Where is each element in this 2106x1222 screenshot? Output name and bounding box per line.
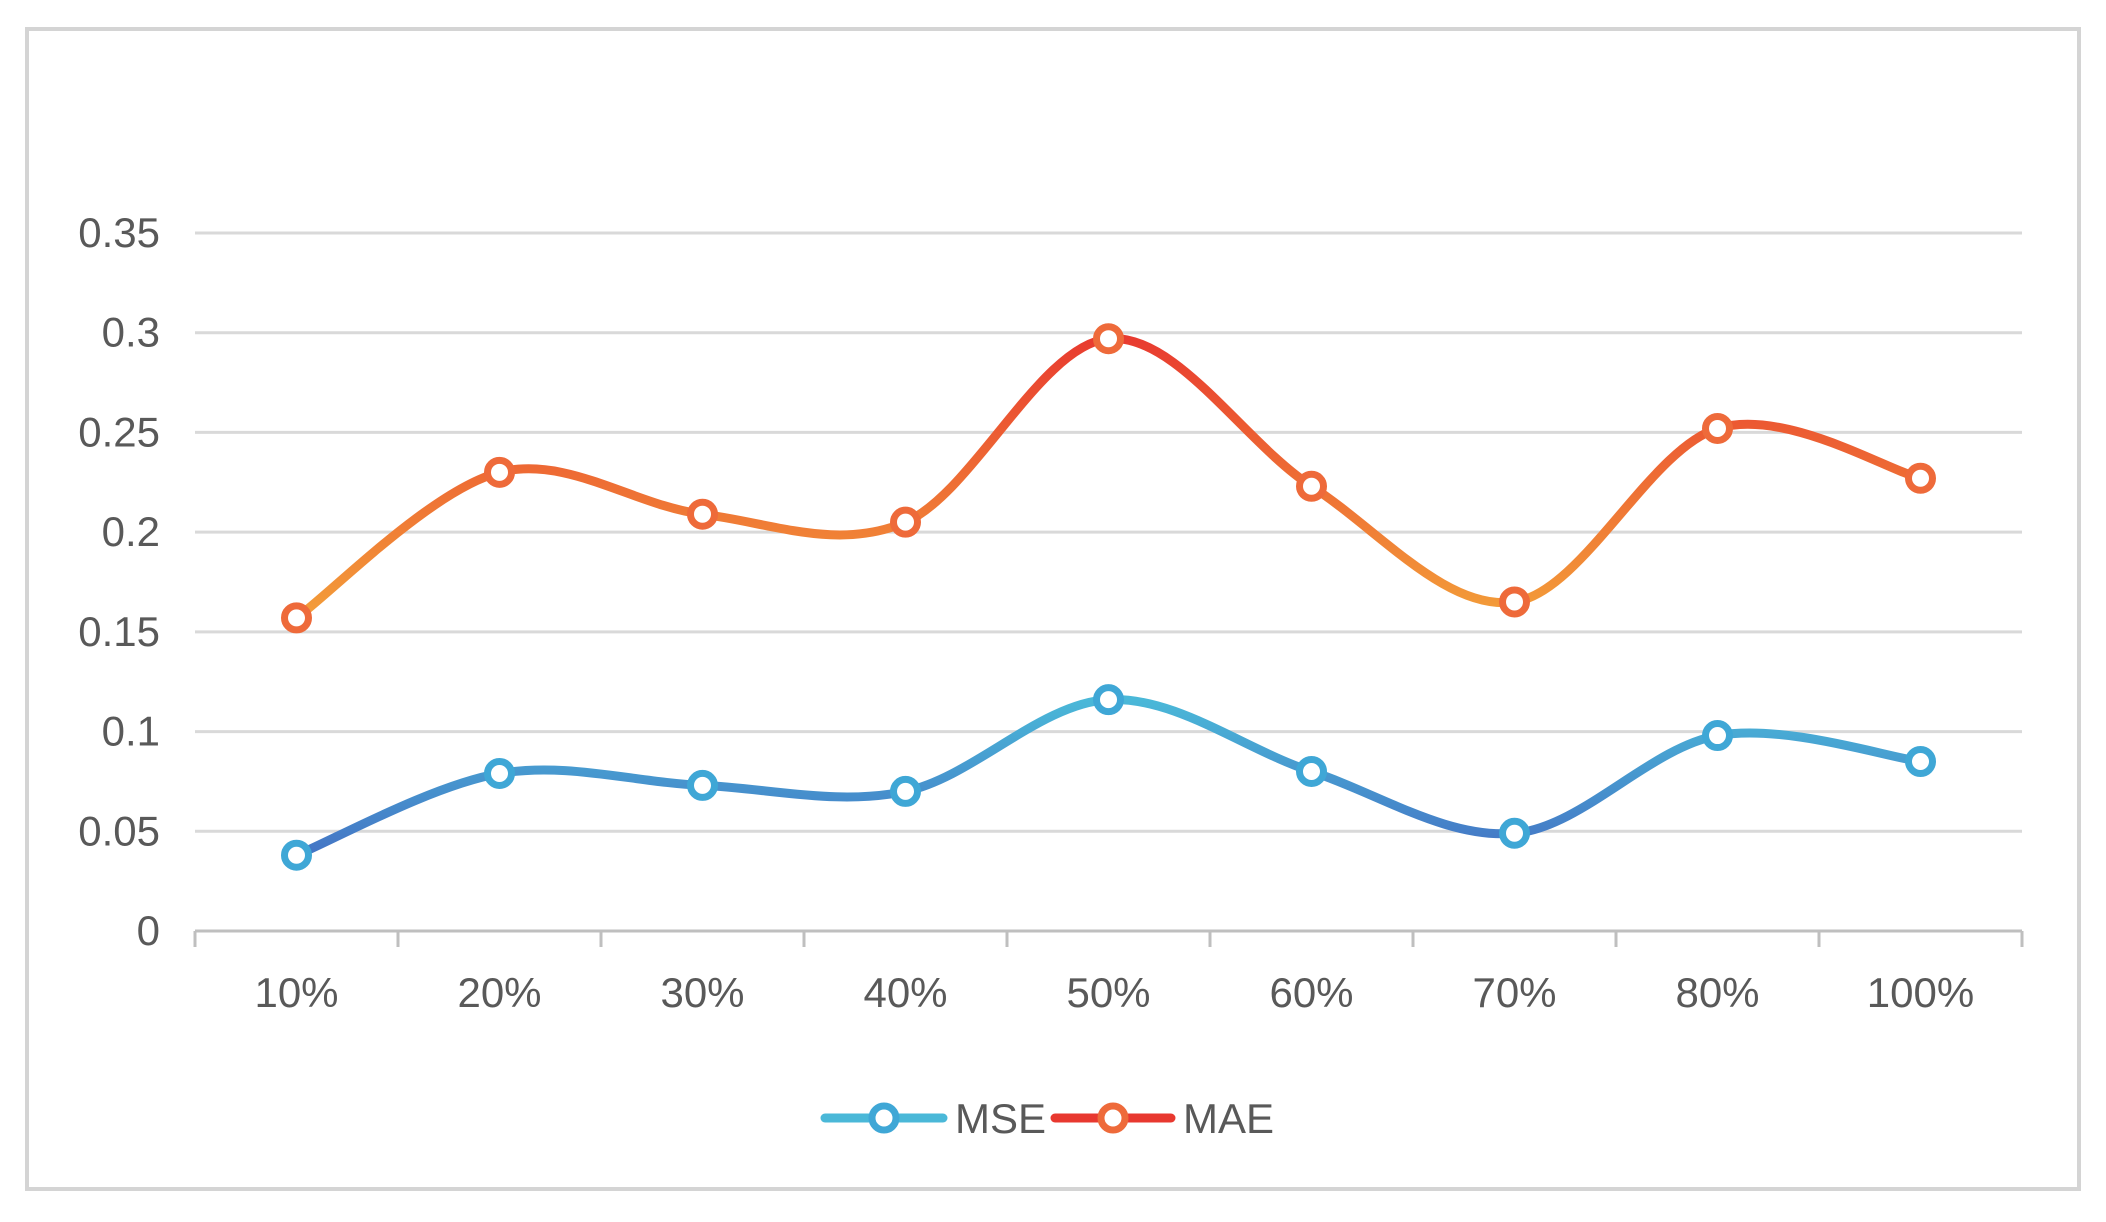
data-point-mae xyxy=(1093,323,1124,355)
x-tick-label: 30% xyxy=(660,969,744,1016)
x-tick-label: 60% xyxy=(1269,969,1353,1016)
legend: MSE MAE xyxy=(820,1095,1274,1142)
data-point-mse xyxy=(687,769,718,801)
gridlines xyxy=(195,231,2022,833)
x-tick-label: 80% xyxy=(1675,969,1759,1016)
x-tick-label: 20% xyxy=(457,969,541,1016)
data-point-mae xyxy=(1905,462,1936,494)
data-point-mse xyxy=(281,839,312,871)
legend-swatch-marker-mse xyxy=(868,1102,900,1134)
data-point-mae xyxy=(1499,586,1530,618)
data-point-mae xyxy=(890,506,921,538)
x-tick-label: 10% xyxy=(254,969,338,1016)
data-point-mae xyxy=(1702,412,1733,444)
y-tick-label: 0.15 xyxy=(78,608,160,655)
data-point-mse xyxy=(1296,755,1327,787)
data-point-mse xyxy=(1499,817,1530,849)
x-axis xyxy=(193,929,2024,947)
y-axis-tick-labels: 0 0.05 0.1 0.15 0.2 0.25 0.3 0.35 xyxy=(78,209,160,954)
data-point-mae xyxy=(687,498,718,530)
data-point-mae xyxy=(484,456,515,488)
x-tick-label: 50% xyxy=(1066,969,1150,1016)
data-point-mae xyxy=(1296,470,1327,502)
y-tick-label: 0.35 xyxy=(78,209,160,256)
data-point-mse xyxy=(484,757,515,789)
data-point-mse xyxy=(1905,745,1936,777)
legend-swatch-marker-mae xyxy=(1097,1102,1129,1134)
data-point-mae xyxy=(281,602,312,634)
legend-label-mse: MSE xyxy=(955,1095,1046,1142)
y-tick-label: 0.1 xyxy=(102,708,160,755)
x-tick-label: 70% xyxy=(1472,969,1556,1016)
y-tick-label: 0.3 xyxy=(102,309,160,356)
y-tick-label: 0 xyxy=(137,907,160,954)
chart-frame xyxy=(25,27,2081,1191)
series-markers xyxy=(281,323,1936,871)
y-tick-label: 0.05 xyxy=(78,807,160,854)
series-line-mae xyxy=(292,334,1925,623)
y-tick-label: 0.2 xyxy=(102,508,160,555)
legend-item-mse: MSE xyxy=(820,1095,1046,1142)
legend-item-mae: MAE xyxy=(1050,1095,1274,1142)
data-point-mse xyxy=(1093,684,1124,716)
data-point-mse xyxy=(890,775,921,807)
x-axis-tick-labels: 10% 20% 30% 40% 50% 60% 70% 80% 100% xyxy=(254,969,1974,1016)
data-point-mse xyxy=(1702,720,1733,752)
legend-label-mae: MAE xyxy=(1183,1095,1274,1142)
series-lines xyxy=(292,334,1925,860)
x-tick-label: 40% xyxy=(863,969,947,1016)
y-tick-label: 0.25 xyxy=(78,408,160,455)
x-tick-label: 100% xyxy=(1867,969,1974,1016)
